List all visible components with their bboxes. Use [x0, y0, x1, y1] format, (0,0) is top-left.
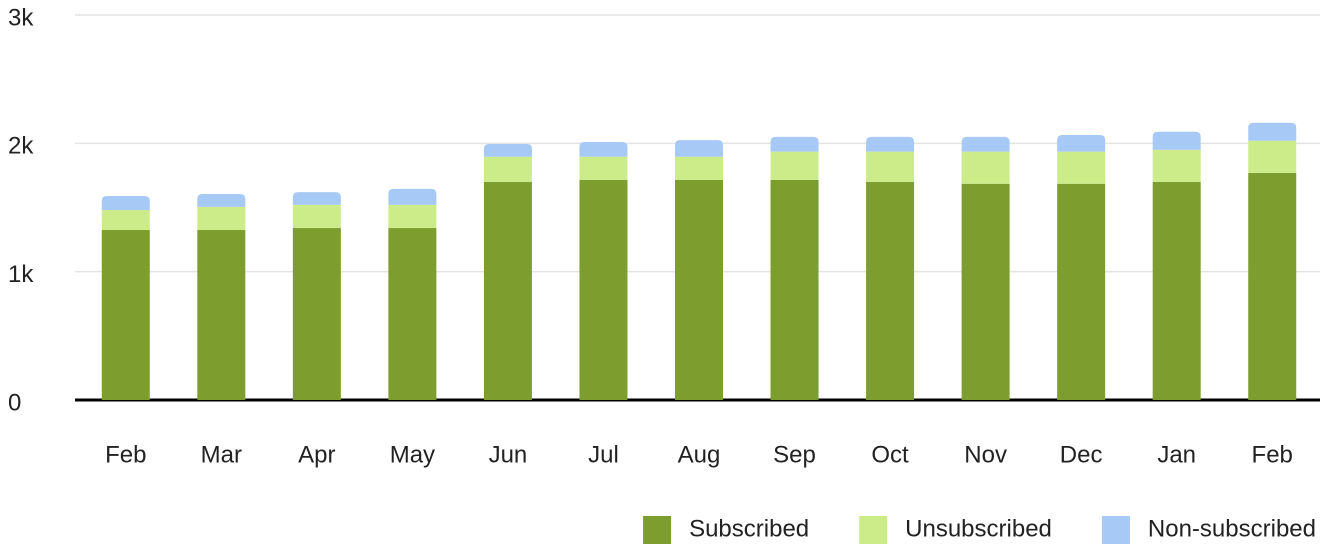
x-tick-label: Aug — [678, 441, 721, 468]
bar-segment — [961, 151, 1010, 184]
legend-label: Non-subscribed — [1148, 515, 1316, 542]
x-tick-label: Jun — [489, 441, 528, 468]
bar-segment — [961, 136, 1010, 152]
bar-segment — [770, 151, 819, 180]
x-tick-label: Jul — [588, 441, 619, 468]
bar-segment — [1057, 151, 1106, 184]
x-tick-label: Mar — [201, 441, 242, 468]
bar-segment — [579, 142, 628, 157]
bar-segment — [388, 228, 437, 400]
x-tick-label: Apr — [298, 441, 335, 468]
bar-segment — [101, 210, 150, 230]
bar-segment — [292, 192, 341, 205]
bar-segment — [292, 228, 341, 400]
bar-segment — [770, 179, 819, 400]
bar-segment — [483, 156, 532, 182]
bar-segment — [197, 229, 246, 400]
bar-segment — [1057, 183, 1106, 400]
bar-segment — [675, 156, 723, 180]
legend-swatch — [1101, 516, 1130, 544]
bar-segment — [388, 204, 437, 229]
bar-segment — [1152, 149, 1201, 182]
x-tick-label: Jan — [1157, 441, 1196, 468]
bar-segment — [1152, 181, 1201, 400]
bar-segment — [483, 181, 532, 400]
bar-segment — [579, 156, 628, 180]
bar-segment — [197, 194, 246, 207]
bar-segment — [961, 183, 1010, 400]
bar-segment — [101, 229, 150, 400]
bar-segment — [675, 140, 723, 157]
legend-swatch — [643, 516, 672, 544]
bar-segment — [1152, 131, 1201, 150]
y-tick-label: 2k — [8, 133, 34, 160]
y-tick-label: 1k — [8, 261, 34, 288]
bar-segment — [483, 143, 532, 157]
bar-segment — [866, 181, 915, 400]
bar-segment — [1248, 172, 1297, 400]
x-tick-label: Dec — [1060, 441, 1103, 468]
bar-segment — [866, 136, 915, 152]
legend-swatch — [859, 516, 888, 544]
bar-segment — [101, 195, 150, 211]
legend-label: Unsubscribed — [905, 515, 1052, 542]
bar-segment — [388, 188, 437, 205]
bar-segment — [1248, 140, 1297, 173]
bar-segment — [866, 151, 915, 182]
bar-segment — [675, 179, 723, 400]
x-tick-label: Feb — [105, 441, 146, 468]
bar-segment — [197, 206, 246, 230]
x-tick-label: Feb — [1252, 441, 1293, 468]
bar-segment — [1248, 122, 1297, 141]
x-tick-label: May — [390, 441, 435, 468]
x-tick-label: Sep — [773, 441, 816, 468]
bar-segment — [579, 179, 628, 400]
bar-segment — [292, 204, 341, 229]
x-tick-label: Oct — [871, 441, 909, 468]
x-tick-label: Nov — [964, 441, 1007, 468]
y-tick-label: 3k — [8, 4, 34, 31]
bar-segment — [1057, 134, 1106, 152]
y-tick-label: 0 — [8, 389, 21, 416]
legend-label: Subscribed — [689, 515, 809, 542]
bar-segment — [770, 136, 819, 152]
